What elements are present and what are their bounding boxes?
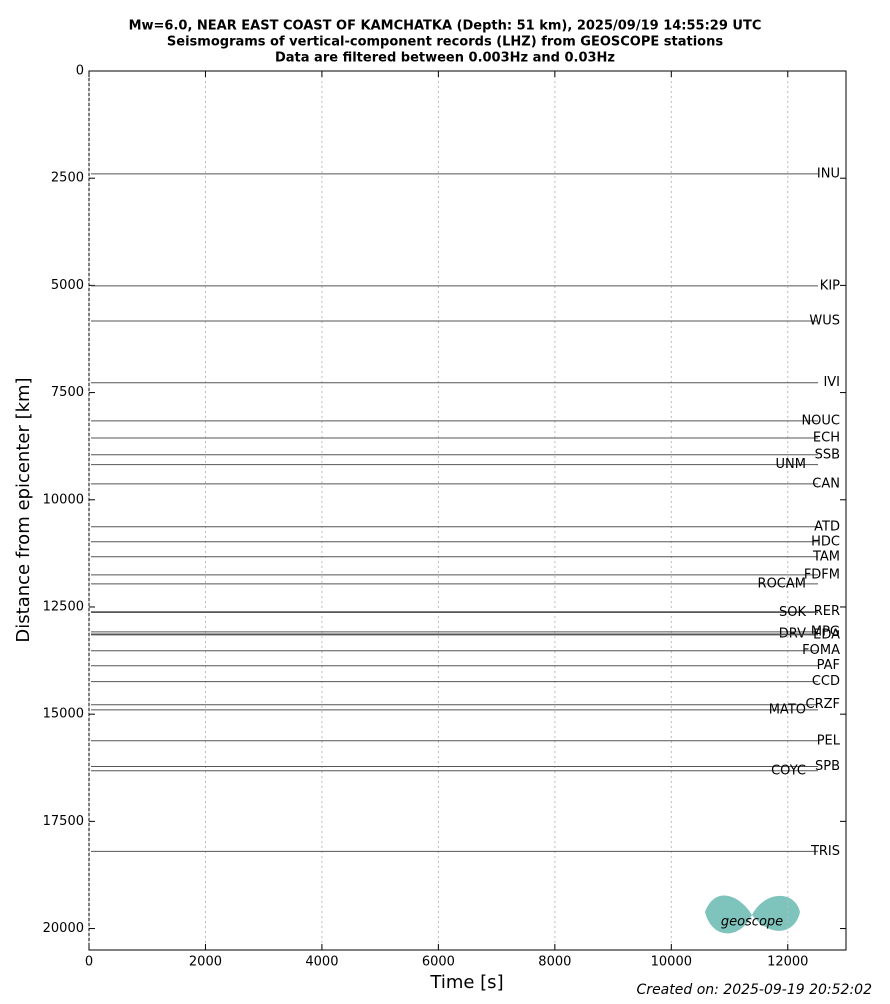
station-label: WUS [809, 313, 840, 328]
station-label: CCD [812, 674, 840, 689]
station-label: COYC [771, 763, 806, 778]
station-label: SPB [815, 759, 840, 774]
x-tick-label: 8000 [538, 955, 571, 970]
y-tick-label: 17500 [43, 814, 84, 829]
title-line: Mw=6.0, NEAR EAST COAST OF KAMCHATKA (De… [129, 19, 762, 34]
station-label: FOMA [802, 643, 840, 658]
y-tick-label: 2500 [51, 171, 84, 186]
station-label: PAF [817, 658, 840, 673]
station-label: NOUC [801, 413, 840, 428]
x-tick-label: 2000 [189, 955, 222, 970]
station-label: SSB [815, 447, 840, 462]
station-label: TRIS [810, 844, 840, 859]
x-tick-label: 4000 [305, 955, 338, 970]
y-tick-label: 15000 [43, 707, 84, 722]
x-tick-label: 10000 [651, 955, 692, 970]
station-label: INU [817, 166, 840, 181]
station-label: EDA [813, 627, 840, 642]
plot-frame [88, 70, 847, 951]
station-label: HDC [811, 534, 840, 549]
y-tick-label: 12500 [43, 599, 84, 614]
station-label: FDFM [804, 567, 840, 582]
title-line: Seismograms of vertical-component record… [167, 35, 723, 50]
title: Mw=6.0, NEAR EAST COAST OF KAMCHATKA (De… [129, 19, 762, 66]
station-label: SOK [779, 605, 806, 620]
y-tick-label: 0 [76, 64, 84, 79]
station-label: ATD [814, 519, 840, 534]
y-tick-label: 5000 [51, 278, 84, 293]
station-label: ROCAM [758, 576, 806, 591]
station-label: IVI [823, 375, 840, 390]
station-label: RER [814, 604, 840, 619]
station-label: TAM [812, 549, 840, 564]
y-tick-label: 7500 [51, 385, 84, 400]
x-tick-label: 0 [85, 955, 93, 970]
logo-text: geoscope [721, 915, 783, 930]
y-tick-label: 20000 [43, 921, 84, 936]
title-line: Data are filtered between 0.003Hz and 0.… [275, 51, 615, 66]
x-axis-label: Time [s] [429, 972, 503, 993]
footer: Created on: 2025-09-19 20:52:02 [637, 982, 873, 998]
station-label: PEL [817, 733, 841, 748]
logo: geoscope [705, 895, 800, 934]
y-axis-label: Distance from epicenter [km] [13, 377, 34, 642]
station-label: MATO [769, 702, 806, 717]
station-label: DRV [779, 626, 806, 641]
station-label: CRZF [806, 697, 841, 712]
station-label: MPG [811, 624, 840, 639]
y-tick-label: 10000 [43, 492, 84, 507]
x-tick-label: 12000 [767, 955, 808, 970]
x-tick-label: 6000 [422, 955, 455, 970]
station-label: UNM [776, 457, 806, 472]
logo-shape [705, 895, 800, 934]
station-label: ECH [813, 431, 840, 446]
station-label: KIP [820, 278, 840, 293]
station-label: CAN [812, 476, 840, 491]
